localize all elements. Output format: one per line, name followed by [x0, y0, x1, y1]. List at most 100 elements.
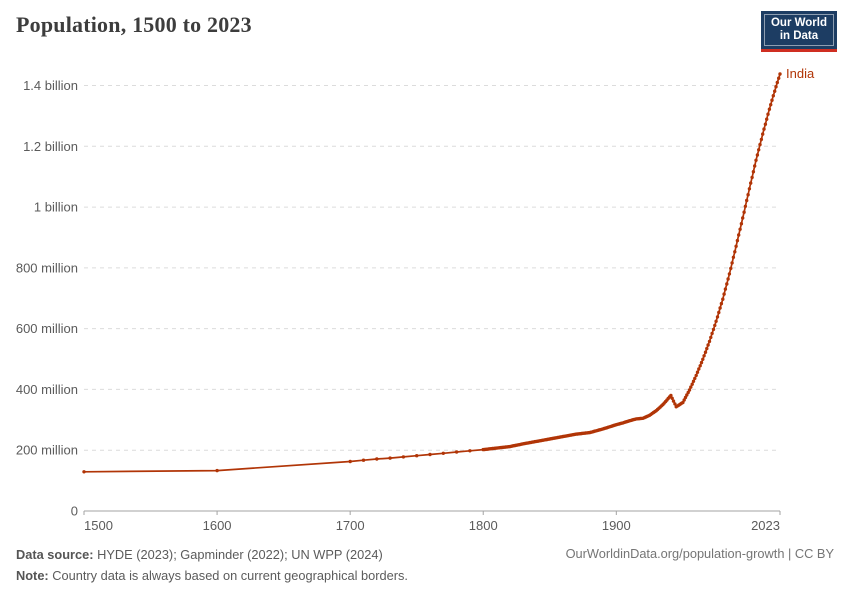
- data-point[interactable]: [693, 376, 697, 381]
- data-point[interactable]: [710, 331, 714, 336]
- data-point[interactable]: [735, 238, 740, 243]
- data-point[interactable]: [769, 103, 773, 107]
- data-point[interactable]: [723, 287, 728, 291]
- data-point[interactable]: [361, 458, 366, 462]
- data-point[interactable]: [755, 153, 760, 157]
- data-point[interactable]: [691, 379, 696, 383]
- data-point[interactable]: [454, 450, 459, 454]
- data-point[interactable]: [766, 112, 770, 116]
- y-tick-label: 200 million: [16, 443, 78, 458]
- data-point[interactable]: [770, 98, 774, 102]
- data-point[interactable]: [441, 451, 445, 455]
- data-point[interactable]: [750, 175, 754, 180]
- data-point[interactable]: [749, 181, 753, 185]
- data-point[interactable]: [709, 335, 713, 340]
- data-point[interactable]: [745, 198, 749, 203]
- data-point[interactable]: [681, 400, 685, 405]
- data-point[interactable]: [82, 470, 86, 474]
- data-point[interactable]: [778, 72, 782, 76]
- data-point[interactable]: [703, 350, 708, 354]
- data-point[interactable]: [689, 385, 693, 389]
- data-point[interactable]: [751, 170, 756, 174]
- data-point[interactable]: [746, 193, 750, 197]
- data-point[interactable]: [685, 393, 689, 397]
- y-tick-label: 600 million: [16, 321, 78, 336]
- owid-logo[interactable]: Our World in Data: [760, 11, 837, 52]
- data-point[interactable]: [757, 148, 761, 152]
- data-point[interactable]: [375, 457, 379, 461]
- data-point[interactable]: [761, 132, 765, 136]
- data-point[interactable]: [697, 367, 701, 371]
- data-point[interactable]: [759, 137, 764, 142]
- data-point[interactable]: [683, 395, 688, 400]
- data-point[interactable]: [731, 255, 736, 259]
- data-point[interactable]: [777, 76, 781, 80]
- data-point[interactable]: [771, 94, 775, 98]
- footer-license-link[interactable]: CC BY: [794, 546, 834, 561]
- data-point[interactable]: [682, 398, 686, 402]
- data-point[interactable]: [773, 89, 777, 93]
- data-point[interactable]: [686, 390, 690, 395]
- series-label-india[interactable]: India: [786, 66, 815, 81]
- data-point[interactable]: [765, 117, 769, 121]
- data-point[interactable]: [388, 456, 392, 460]
- data-point[interactable]: [725, 282, 729, 286]
- data-point[interactable]: [738, 227, 742, 231]
- data-point[interactable]: [717, 310, 721, 315]
- data-point[interactable]: [705, 346, 709, 351]
- data-line-india[interactable]: [83, 73, 781, 473]
- data-point[interactable]: [706, 343, 710, 347]
- data-point[interactable]: [707, 339, 712, 344]
- data-point[interactable]: [718, 306, 722, 310]
- data-point[interactable]: [669, 393, 673, 398]
- data-point[interactable]: [726, 277, 730, 281]
- data-point[interactable]: [428, 452, 432, 457]
- data-point[interactable]: [754, 158, 758, 162]
- data-point[interactable]: [348, 459, 352, 464]
- data-point[interactable]: [763, 122, 768, 126]
- data-point[interactable]: [753, 164, 757, 168]
- data-point[interactable]: [715, 315, 720, 319]
- data-point[interactable]: [702, 354, 706, 358]
- data-point[interactable]: [729, 266, 733, 271]
- data-point[interactable]: [734, 244, 738, 248]
- data-point[interactable]: [733, 250, 737, 254]
- data-point[interactable]: [714, 319, 718, 323]
- data-point[interactable]: [415, 454, 419, 458]
- data-point[interactable]: [694, 373, 698, 378]
- x-tick-label: 1600: [203, 518, 232, 533]
- data-point[interactable]: [742, 210, 746, 214]
- data-point[interactable]: [698, 364, 702, 368]
- data-point[interactable]: [739, 222, 744, 226]
- data-point[interactable]: [747, 187, 752, 191]
- data-point[interactable]: [215, 468, 219, 473]
- data-point[interactable]: [721, 297, 725, 301]
- data-point[interactable]: [670, 396, 674, 400]
- footer-url-link[interactable]: OurWorldinData.org/population-growth: [565, 546, 785, 561]
- data-point[interactable]: [719, 301, 724, 306]
- data-point[interactable]: [774, 85, 778, 89]
- y-tick-label: 400 million: [16, 382, 78, 397]
- data-point[interactable]: [690, 382, 694, 386]
- data-point[interactable]: [673, 402, 677, 406]
- data-point[interactable]: [727, 272, 732, 276]
- data-point[interactable]: [737, 233, 741, 237]
- data-point[interactable]: [687, 388, 692, 392]
- data-point[interactable]: [695, 370, 700, 374]
- data-point[interactable]: [767, 107, 772, 111]
- data-point[interactable]: [401, 455, 406, 459]
- data-point[interactable]: [762, 127, 766, 131]
- data-point[interactable]: [775, 80, 779, 85]
- data-point[interactable]: [758, 142, 762, 147]
- data-point[interactable]: [743, 204, 748, 208]
- data-point[interactable]: [711, 327, 716, 332]
- data-point[interactable]: [671, 399, 676, 403]
- data-point[interactable]: [699, 360, 704, 365]
- data-point[interactable]: [730, 261, 734, 265]
- data-point[interactable]: [713, 323, 717, 328]
- data-point[interactable]: [468, 449, 472, 453]
- data-point[interactable]: [701, 357, 705, 361]
- data-point[interactable]: [741, 216, 745, 220]
- data-point[interactable]: [722, 292, 726, 296]
